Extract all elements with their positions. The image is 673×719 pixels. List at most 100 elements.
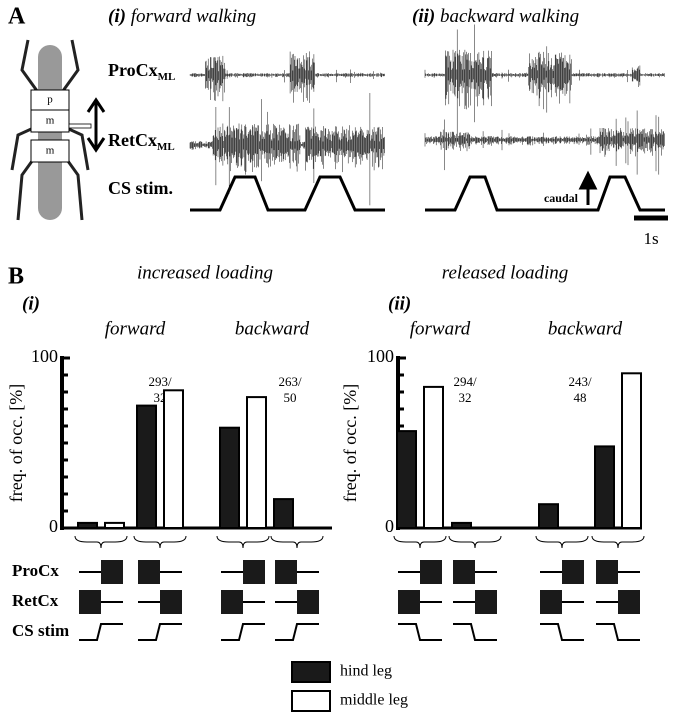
- stim-probe: [68, 123, 92, 129]
- bar: [451, 521, 472, 530]
- brace: [133, 535, 187, 549]
- trace: [189, 51, 385, 103]
- brace: [448, 535, 502, 549]
- bar: [621, 372, 642, 529]
- legend-swatch: [291, 690, 331, 712]
- stim-step: [275, 623, 319, 641]
- y-axis-label: freq. of occ. [%]: [6, 384, 26, 502]
- bar: [136, 404, 157, 530]
- schematic-box: [160, 590, 182, 614]
- double-arrow: [86, 97, 106, 153]
- schematic-box: [79, 590, 101, 614]
- schematic-box: [618, 590, 640, 614]
- schematic-box: [596, 560, 618, 584]
- segment: [30, 139, 70, 163]
- trace: [189, 93, 385, 206]
- y-axis-label: freq. of occ. [%]: [340, 384, 360, 502]
- header-text: forward walking: [131, 6, 256, 27]
- group-label: forward: [105, 318, 166, 339]
- y-tick-label: 0: [49, 516, 58, 536]
- header: (i) forward walking: [108, 6, 256, 27]
- brace: [74, 535, 128, 549]
- schematic-box: [398, 590, 420, 614]
- row-label: CS stim: [12, 621, 69, 640]
- trace-label: RetCxML: [108, 130, 175, 152]
- bar: [273, 498, 294, 530]
- segment-label: m: [46, 115, 55, 127]
- y-tick-label: 100: [367, 346, 394, 366]
- schematic-box: [138, 560, 160, 584]
- bar: [77, 521, 98, 530]
- schematic-box: [540, 590, 562, 614]
- panel-label: (ii): [388, 293, 411, 314]
- panel-label: (i): [22, 293, 40, 314]
- header-marker: (ii): [412, 6, 435, 27]
- legend-label: hind leg: [340, 663, 392, 680]
- trace-sub: ML: [158, 71, 176, 83]
- stim-trace: [425, 175, 665, 212]
- segment-label: p: [47, 94, 53, 106]
- bar: [538, 503, 559, 530]
- stim-trace: [190, 175, 385, 212]
- stim-step: [221, 623, 265, 641]
- panel-label: B: [8, 264, 24, 290]
- stim-step: [138, 623, 182, 641]
- brace: [535, 535, 589, 549]
- trace-sub: ML: [157, 141, 175, 153]
- annotation: 32: [459, 390, 472, 405]
- chart-title: increased loading: [137, 262, 273, 283]
- group-label: forward: [410, 318, 471, 339]
- annotation: 293/: [148, 374, 172, 389]
- stim-step: [79, 623, 123, 641]
- group-label: backward: [548, 318, 623, 339]
- brace: [393, 535, 447, 549]
- brace: [591, 535, 645, 549]
- bar: [246, 396, 267, 529]
- trace-name: RetCx: [108, 130, 157, 150]
- schematic-box: [101, 560, 123, 584]
- stim-step: [453, 623, 497, 641]
- bar: [163, 389, 184, 529]
- schematic-box: [243, 560, 265, 584]
- schematic-box: [420, 560, 442, 584]
- legend-swatch: [291, 661, 331, 683]
- header-marker: (i): [108, 6, 126, 27]
- bar: [423, 385, 444, 529]
- trace: [424, 110, 665, 175]
- stim-label: CS stim.: [108, 178, 173, 198]
- annotation: 243/: [568, 374, 592, 389]
- schematic-box: [275, 560, 297, 584]
- row-label: ProCx: [12, 561, 59, 580]
- annotation: 50: [284, 390, 297, 405]
- group-label: backward: [235, 318, 310, 339]
- annotation: 263/: [278, 374, 302, 389]
- trace: [424, 24, 665, 142]
- panel-label: A: [8, 4, 26, 30]
- stim-step: [596, 623, 640, 641]
- header: (ii) backward walking: [412, 6, 579, 27]
- header-text: backward walking: [440, 6, 579, 27]
- ephys-traces: [189, 24, 665, 206]
- annotation: 48: [574, 390, 587, 405]
- bar: [594, 445, 615, 529]
- brace: [270, 535, 324, 549]
- bar: [396, 430, 417, 530]
- arrow-label: caudal: [544, 191, 579, 205]
- schematic-box: [297, 590, 319, 614]
- y-tick-label: 100: [31, 346, 58, 366]
- segment: [30, 109, 70, 133]
- schematic-box: [475, 590, 497, 614]
- legend-label: middle leg: [340, 692, 408, 709]
- brace: [216, 535, 270, 549]
- schematic-box: [562, 560, 584, 584]
- chart-title: released loading: [442, 262, 568, 283]
- stim-step: [540, 623, 584, 641]
- bar: [104, 521, 125, 530]
- scale-label: 1s: [643, 229, 658, 248]
- annotation: 294/: [453, 374, 477, 389]
- segment-label: m: [46, 145, 55, 157]
- caudal-arrow: [578, 170, 598, 205]
- y-tick-label: 0: [385, 516, 394, 536]
